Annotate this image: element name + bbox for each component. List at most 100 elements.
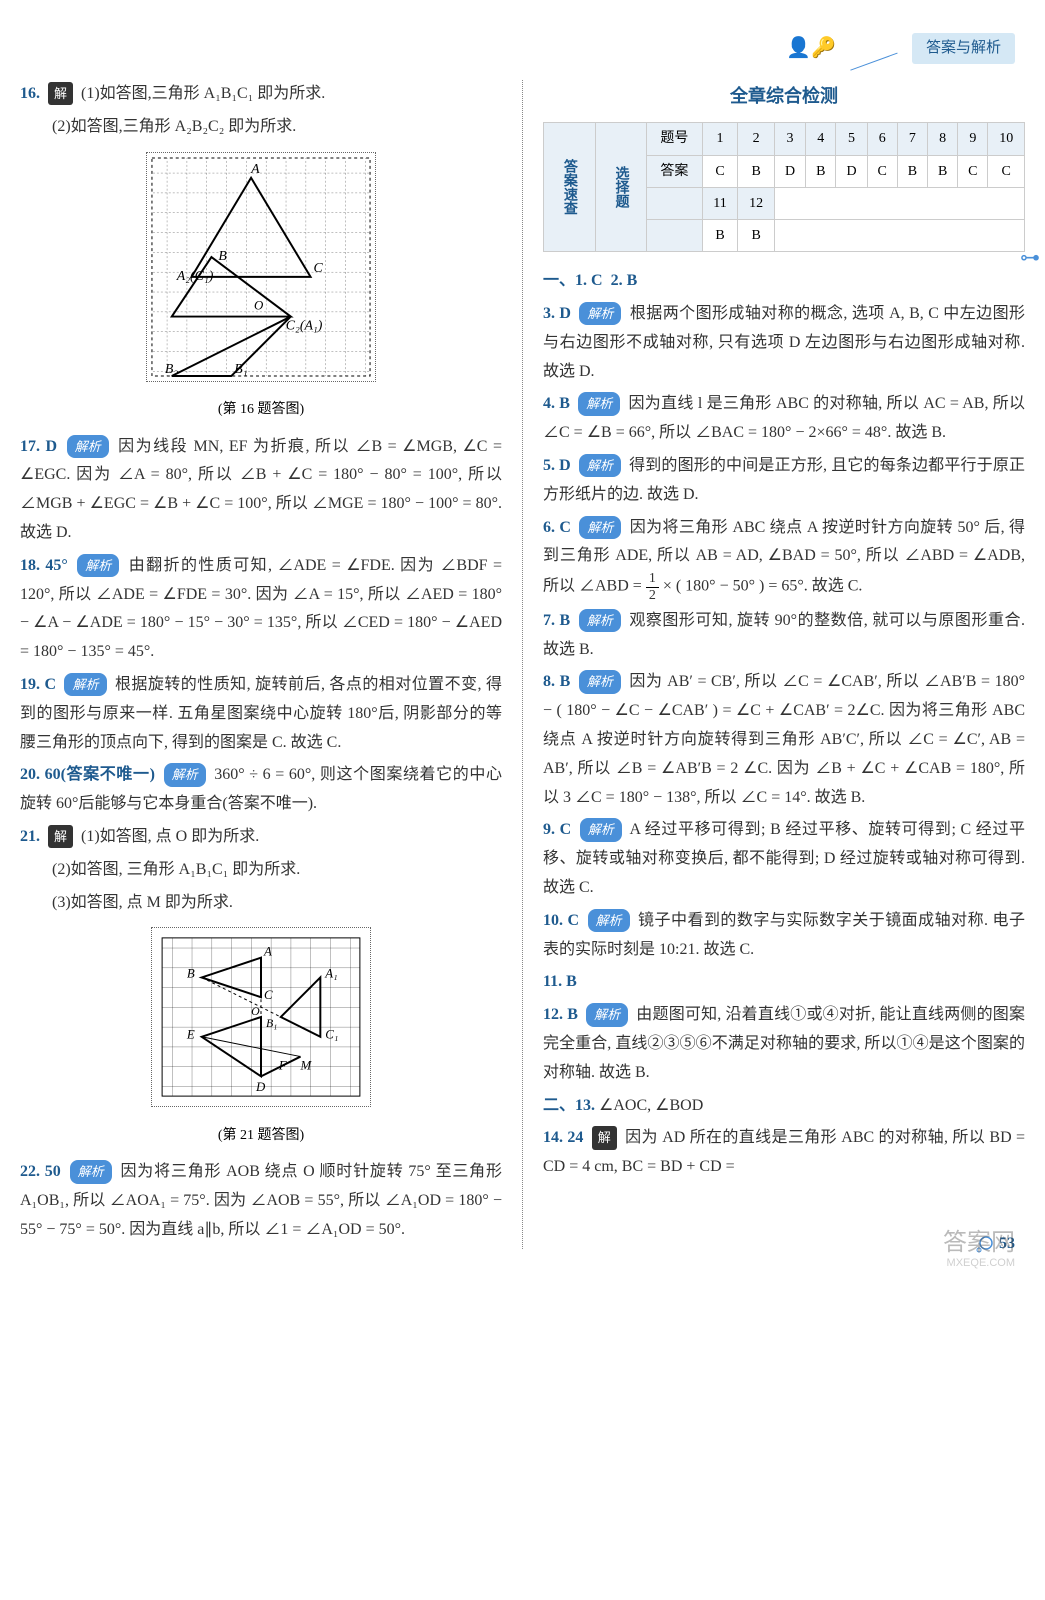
table-row-label: 选择题	[595, 123, 647, 252]
q6-num: 6. C	[543, 519, 571, 536]
q7-num: 7. B	[543, 612, 570, 629]
q3-num: 3. D	[543, 305, 571, 322]
q8: 8. B 解析 因为 AB′ = CB′, 所以 ∠C = ∠CAB′, 所以 …	[543, 668, 1025, 812]
svg-text:B: B	[218, 249, 227, 264]
divider-slash	[840, 25, 897, 70]
q5-num: 5. D	[543, 457, 571, 474]
svg-text:A: A	[263, 945, 272, 959]
svg-text:C₁: C₁	[325, 1028, 338, 1042]
svg-text:C: C	[264, 989, 273, 1003]
q14-num: 14. 24	[543, 1129, 583, 1146]
q16-grid-svg: A B C A₂(C₁) O C₂(A₁) B₂ B₁	[146, 152, 376, 382]
q22: 22. 50 解析 因为将三角形 AOB 绕点 O 顺时针旋转 75° 至三角形…	[20, 1158, 502, 1244]
jiexi-tag: 解析	[70, 1160, 112, 1183]
q16-caption: (第 16 题答图)	[20, 397, 502, 422]
table-side-label: 答案速查	[544, 123, 596, 252]
q12-num: 12. B	[543, 1006, 578, 1023]
jie-tag: 解	[48, 825, 73, 848]
jiexi-tag: 解析	[579, 670, 621, 693]
jiexi-tag: 解析	[77, 554, 119, 577]
fraction-half: 12	[646, 571, 659, 603]
answer-table: 答案速查 选择题 题号 1 2 3 4 5 6 7 8 9 10 答案 C B …	[543, 122, 1025, 252]
section-one: 一、1. C 2. B	[543, 267, 1025, 296]
q21: 21. 解 (1)如答图, 点 O 即为所求.	[20, 823, 502, 852]
q21-line3: (3)如答图, 点 M 即为所求.	[20, 889, 502, 918]
q13-num: 13.	[575, 1097, 595, 1114]
section-title: 全章综合检测	[543, 80, 1025, 112]
jie-tag: 解	[592, 1126, 617, 1149]
q17: 17. D 解析 因为线段 MN, EF 为折痕, 所以 ∠B = ∠MGB, …	[20, 433, 502, 548]
jiexi-tag: 解析	[164, 763, 206, 786]
header-title: 答案与解析	[912, 33, 1015, 64]
key-ring-icon: ⊶	[1020, 240, 1040, 276]
q7: 7. B 解析 观察图形可知, 旋转 90°的整数倍, 就可以与原图形重合. 故…	[543, 607, 1025, 665]
watermark-sub: MXEQE.COM	[947, 1254, 1015, 1274]
sec2-label: 二、	[543, 1097, 575, 1114]
svg-text:B₁: B₁	[234, 362, 247, 377]
q13: 二、13. ∠AOC, ∠BOD	[543, 1092, 1025, 1121]
svg-text:B₁: B₁	[266, 1016, 277, 1030]
svg-text:D: D	[255, 1080, 266, 1094]
q17-num: 17. D	[20, 438, 57, 455]
q4: 4. B 解析 因为直线 l 是三角形 ABC 的对称轴, 所以 AC = AB…	[543, 390, 1025, 448]
q21-line2: (2)如答图, 三角形 A₁B₁C₁ 即为所求.	[20, 856, 502, 885]
q21-caption: (第 21 题答图)	[20, 1123, 502, 1148]
svg-text:A₁: A₁	[324, 967, 337, 981]
q20: 20. 60(答案不唯一) 解析 360° ÷ 6 = 60°, 则这个图案绕着…	[20, 761, 502, 819]
q4-num: 4. B	[543, 395, 570, 412]
q11: 11. B	[543, 968, 1025, 997]
jiexi-tag: 解析	[580, 818, 622, 841]
q16-line2: (2)如答图,三角形 A₂B₂C₂ 即为所求.	[20, 113, 502, 142]
q22-num: 22. 50	[20, 1163, 61, 1180]
q20-num: 20. 60(答案不唯一)	[20, 766, 155, 783]
jiexi-tag: 解析	[579, 609, 621, 632]
q8-num: 8. B	[543, 673, 570, 690]
svg-text:C: C	[314, 261, 324, 276]
svg-text:B₂: B₂	[165, 362, 178, 377]
q14: 14. 24 解 因为 AD 所在的直线是三角形 ABC 的对称轴, 所以 BD…	[543, 1124, 1025, 1182]
q16: 16. 解 (1)如答图,三角形 A₁B₁C₁ 即为所求.	[20, 80, 502, 109]
jiexi-tag: 解析	[586, 1003, 628, 1026]
q2-num: 2. B	[611, 272, 638, 289]
jiexi-tag: 解析	[579, 302, 621, 325]
q12: 12. B 解析 由题图可知, 沿着直线①或④对折, 能让直线两侧的图案完全重合…	[543, 1001, 1025, 1087]
svg-text:C₂(A₁): C₂(A₁)	[286, 318, 323, 333]
q21-line1: (1)如答图, 点 O 即为所求.	[81, 828, 259, 845]
q19: 19. C 解析 根据旋转的性质知, 旋转前后, 各点的相对位置不变, 得到的图…	[20, 671, 502, 757]
svg-text:A: A	[250, 161, 260, 176]
q1-num: 1. C	[575, 272, 603, 289]
jiexi-tag: 解析	[64, 673, 106, 696]
q13-answer: ∠AOC, ∠BOD	[599, 1097, 703, 1114]
q16-num: 16.	[20, 85, 40, 102]
q18: 18. 45° 解析 由翻折的性质可知, ∠ADE = ∠FDE. 因为 ∠BD…	[20, 552, 502, 667]
q21-grid-svg: A B C O A₁ B₁ C₁ E D F M	[151, 927, 371, 1107]
jiexi-tag: 解析	[67, 435, 109, 458]
q21-num: 21.	[20, 828, 40, 845]
q10-num: 10. C	[543, 912, 579, 929]
svg-text:E: E	[186, 1028, 195, 1042]
q19-num: 19. C	[20, 676, 56, 693]
svg-text:O: O	[254, 298, 263, 312]
jiexi-tag: 解析	[588, 909, 630, 932]
q6-text2: × ( 180° − 50° ) = 65°. 故选 C.	[663, 578, 863, 595]
user-key-icon: 👤🔑	[786, 30, 836, 66]
right-column: 全章综合检测 答案速查 选择题 题号 1 2 3 4 5 6 7 8 9 10 …	[543, 80, 1025, 1249]
q16-figure: A B C A₂(C₁) O C₂(A₁) B₂ B₁ (第 16 题答图)	[20, 152, 502, 423]
left-column: 16. 解 (1)如答图,三角形 A₁B₁C₁ 即为所求. (2)如答图,三角形…	[20, 80, 523, 1249]
q16-line1: (1)如答图,三角形 A₁B₁C₁ 即为所求.	[81, 85, 325, 102]
q11-num: 11. B	[543, 973, 577, 990]
q21-figure: A B C O A₁ B₁ C₁ E D F M (第 21 题答图)	[20, 927, 502, 1148]
jie-tag: 解	[48, 82, 73, 105]
q5: 5. D 解析 得到的图形的中间是正方形, 且它的每条边都平行于原正方形纸片的边…	[543, 452, 1025, 510]
sec1-label: 一、	[543, 272, 575, 289]
q10: 10. C 解析 镜子中看到的数字与实际数字关于镜面成轴对称. 电子表的实际时刻…	[543, 907, 1025, 965]
q9: 9. C 解析 A 经过平移可得到; B 经过平移、旋转可得到; C 经过平移、…	[543, 816, 1025, 902]
page-header: 👤🔑 答案与解析	[786, 30, 1015, 66]
svg-text:M: M	[300, 1059, 313, 1073]
q9-num: 9. C	[543, 821, 571, 838]
svg-text:O: O	[251, 1004, 260, 1018]
svg-text:A₂(C₁): A₂(C₁)	[176, 268, 214, 283]
q3: 3. D 解析 根据两个图形成轴对称的概念, 选项 A, B, C 中左边图形与…	[543, 300, 1025, 386]
jiexi-tag: 解析	[578, 392, 620, 415]
q6: 6. C 解析 因为将三角形 ABC 绕点 A 按逆时针方向旋转 50° 后, …	[543, 514, 1025, 603]
